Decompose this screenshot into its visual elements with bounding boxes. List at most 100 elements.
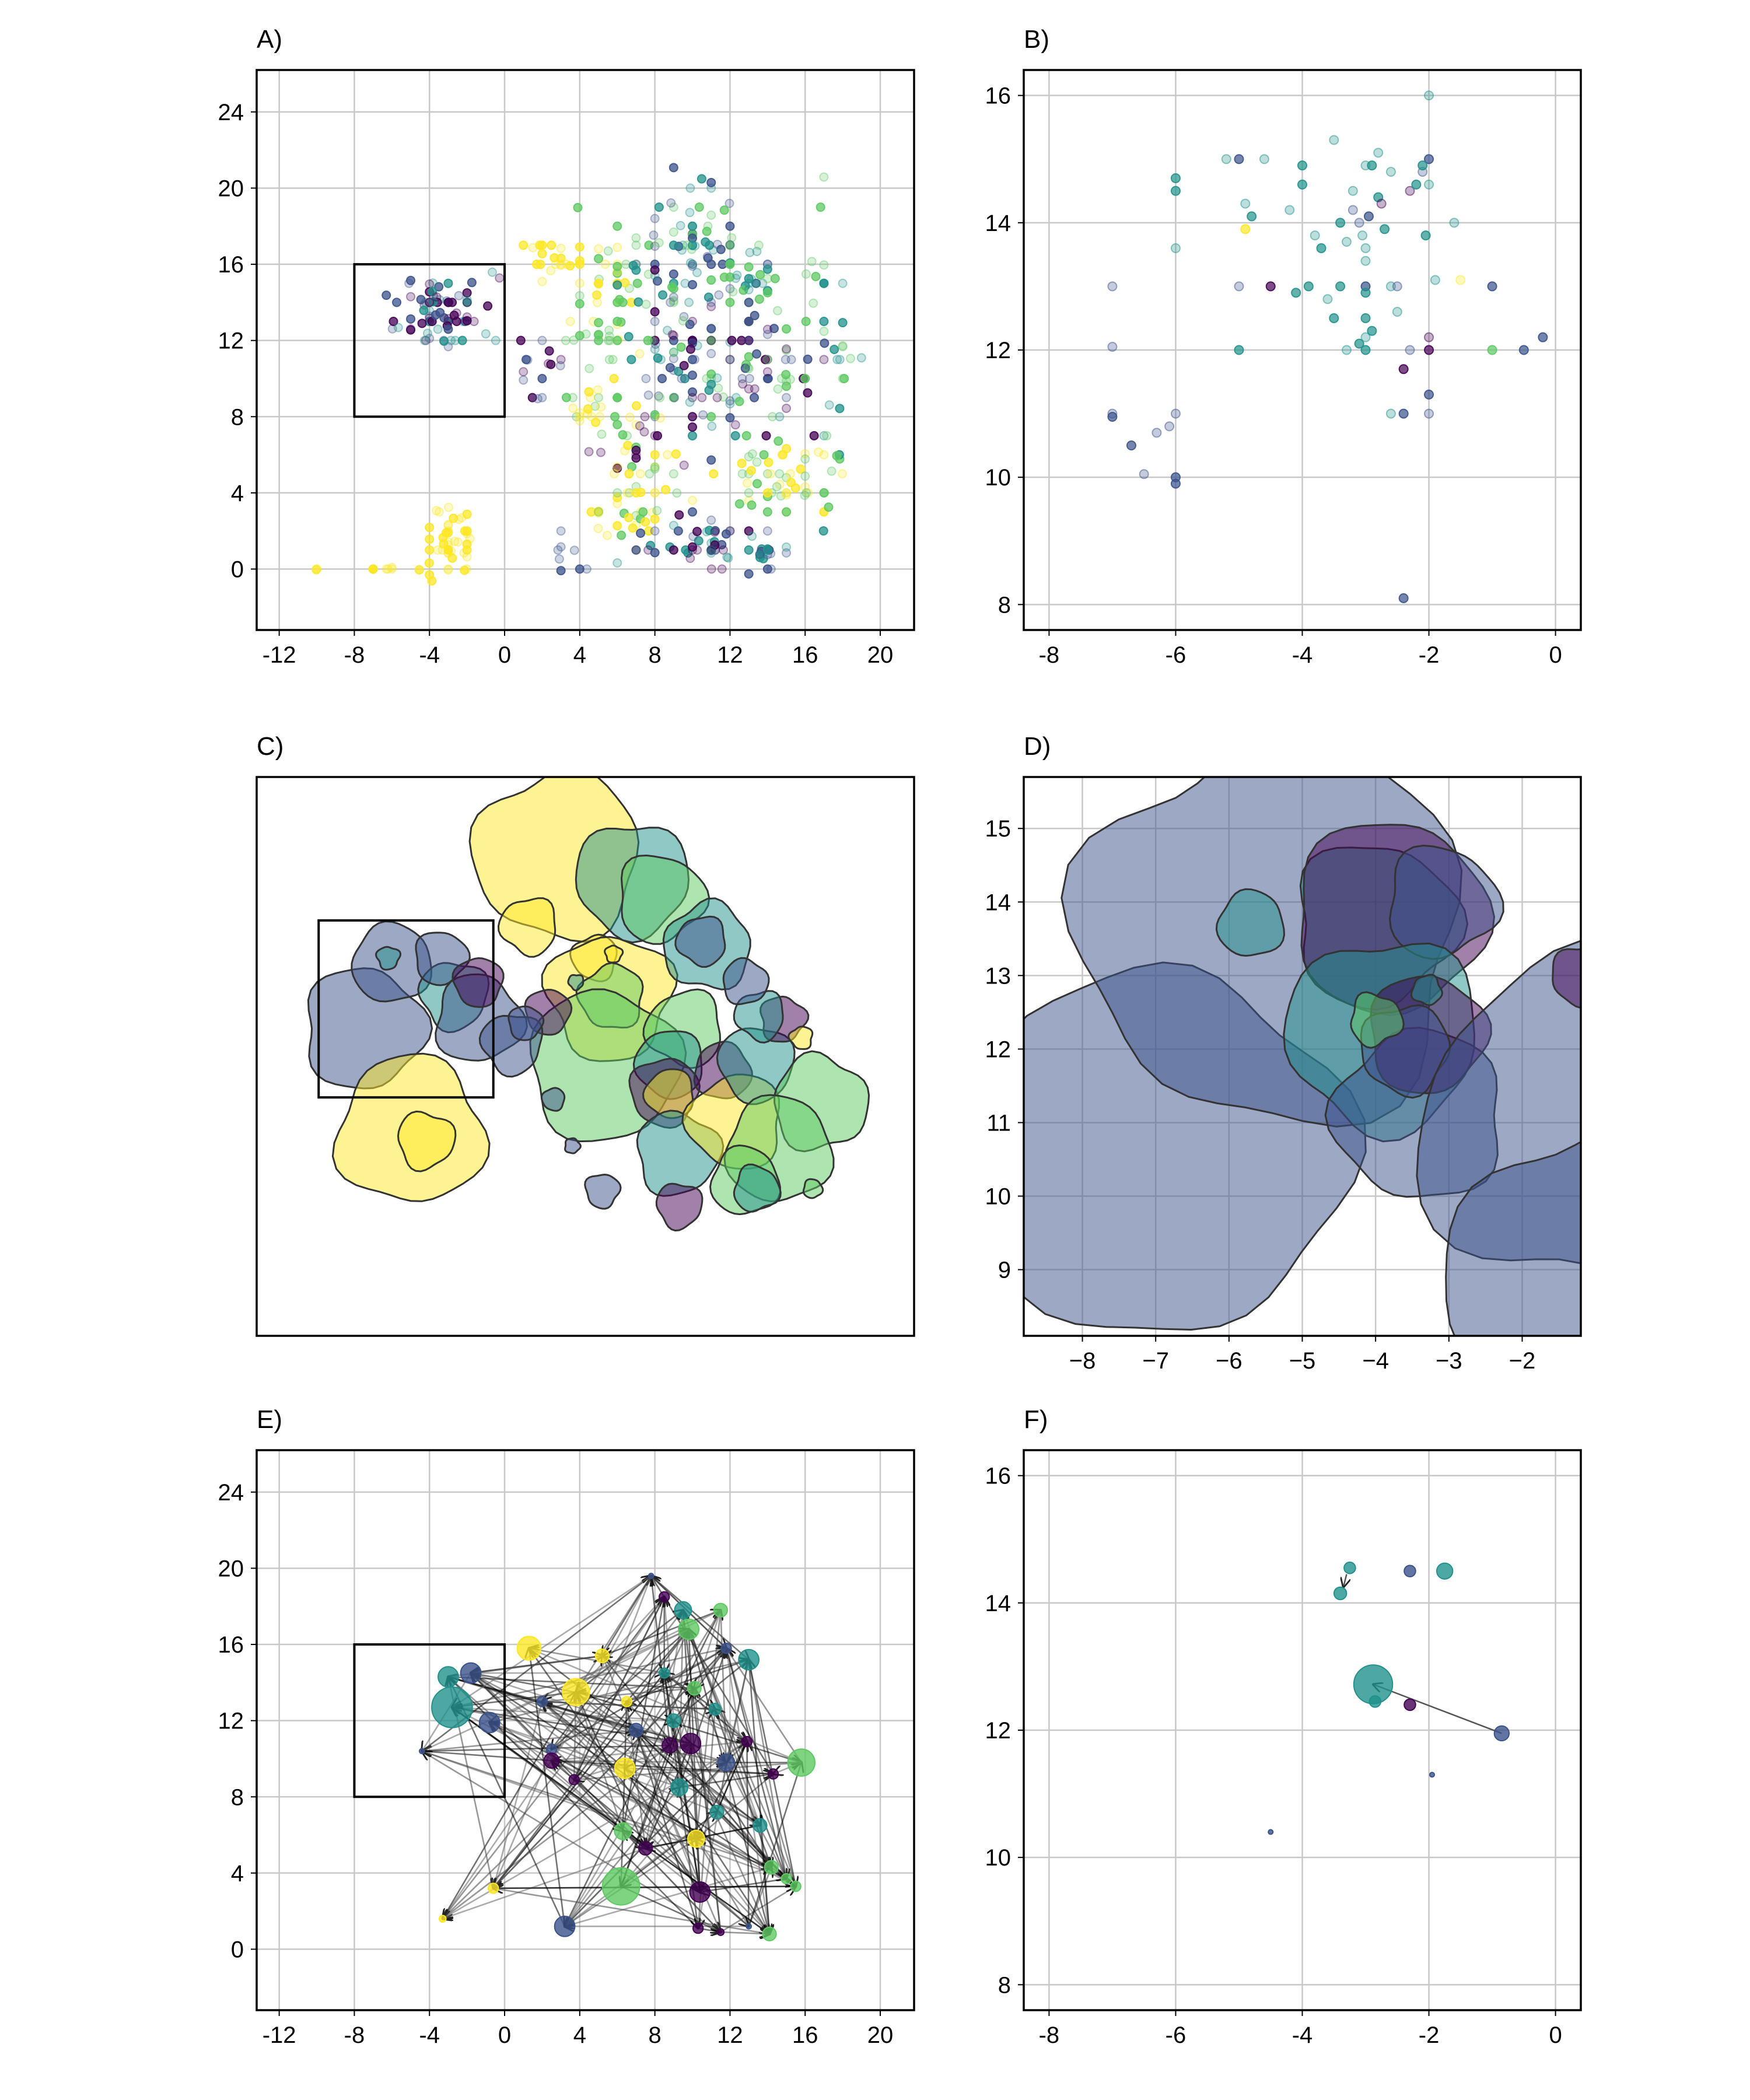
network-node bbox=[708, 1702, 722, 1716]
scatter-point bbox=[636, 488, 646, 498]
scatter-point bbox=[575, 290, 584, 300]
scatter-point bbox=[383, 564, 393, 574]
scatter-point bbox=[593, 523, 603, 533]
scatter-point bbox=[772, 306, 782, 316]
scatter-point bbox=[698, 410, 708, 420]
scatter-point bbox=[663, 326, 673, 335]
y-tick-label: 9 bbox=[998, 1258, 1011, 1283]
scatter-point bbox=[706, 369, 716, 379]
scatter-point bbox=[584, 447, 594, 457]
scatter-point bbox=[716, 244, 726, 254]
scatter-point bbox=[838, 342, 848, 352]
scatter-point bbox=[763, 373, 773, 383]
x-tick-label: −8 bbox=[1069, 1348, 1096, 1374]
scatter-point bbox=[1449, 218, 1460, 228]
scatter-point bbox=[612, 280, 622, 290]
scatter-point bbox=[670, 393, 680, 402]
scatter-point bbox=[679, 312, 689, 321]
scatter-point bbox=[646, 541, 656, 551]
scatter-point bbox=[1126, 440, 1136, 451]
scatter-point bbox=[650, 488, 660, 498]
scatter-point bbox=[462, 545, 472, 555]
scatter-point bbox=[454, 514, 464, 524]
network-edge bbox=[576, 1596, 665, 1692]
scatter-point bbox=[575, 242, 584, 252]
scatter-point bbox=[846, 354, 856, 363]
y-tick-label: 10 bbox=[985, 1184, 1012, 1210]
scatter-point bbox=[666, 198, 676, 208]
x-tick-label: -2 bbox=[1419, 2022, 1440, 2048]
scatter-point bbox=[1170, 186, 1181, 196]
scatter-point bbox=[555, 360, 565, 370]
scatter-point bbox=[809, 430, 819, 440]
density-contour bbox=[508, 1005, 545, 1041]
scatter-point bbox=[762, 288, 772, 298]
scatter-point bbox=[762, 488, 772, 498]
scatter-point bbox=[658, 290, 668, 300]
scatter-point bbox=[1360, 313, 1371, 323]
scatter-point bbox=[561, 393, 571, 402]
network-edge bbox=[694, 1688, 722, 1933]
scatter-point bbox=[537, 249, 547, 258]
scatter-point bbox=[668, 269, 678, 279]
network-edge bbox=[1373, 1684, 1502, 1734]
scatter-point bbox=[1424, 408, 1434, 419]
scatter-point bbox=[1455, 275, 1466, 285]
scatter-point bbox=[754, 240, 764, 250]
scatter-point bbox=[762, 330, 772, 340]
scatter-point bbox=[668, 292, 678, 302]
scatter-point bbox=[706, 349, 716, 359]
scatter-point bbox=[594, 254, 604, 264]
scatter-point bbox=[710, 540, 720, 550]
scatter-point bbox=[556, 542, 566, 552]
density-contour bbox=[733, 1163, 782, 1213]
scatter-point bbox=[1418, 160, 1428, 171]
scatter-point bbox=[650, 307, 660, 317]
scatter-point bbox=[519, 240, 528, 250]
scatter-point bbox=[688, 240, 698, 250]
y-tick-label: 20 bbox=[218, 176, 244, 201]
scatter-point bbox=[668, 296, 678, 306]
y-tick-label: 24 bbox=[218, 1480, 244, 1506]
scatter-point bbox=[688, 393, 698, 402]
scatter-point bbox=[744, 352, 754, 362]
scatter-point bbox=[744, 526, 754, 536]
network-edge bbox=[680, 1610, 683, 1787]
scatter-point bbox=[573, 202, 583, 212]
panel-D: D) −8 −7 −6 −5 −4 −3 −2 9 10 11 12 13 14 15 bbox=[985, 732, 1582, 1374]
scatter-point bbox=[594, 279, 604, 289]
plot-area bbox=[307, 777, 870, 1232]
scatter-point bbox=[832, 451, 842, 461]
scatter-point bbox=[610, 412, 620, 422]
x-tick-label: -8 bbox=[344, 2022, 365, 2048]
scatter-point bbox=[838, 318, 848, 328]
scatter-point bbox=[1405, 345, 1415, 355]
scatter-point bbox=[802, 488, 811, 498]
scatter-point bbox=[368, 564, 378, 574]
scatter-point bbox=[819, 278, 829, 288]
density-contour bbox=[567, 974, 584, 992]
scatter-point bbox=[656, 355, 666, 365]
density-contour bbox=[674, 915, 726, 968]
network-node bbox=[790, 1881, 802, 1892]
scatter-point bbox=[452, 308, 461, 318]
scatter-point bbox=[537, 276, 547, 286]
scatter-point bbox=[462, 298, 472, 307]
scatter-point bbox=[1363, 211, 1374, 222]
scatter-point bbox=[819, 326, 829, 336]
scatter-point bbox=[653, 353, 663, 363]
y-tick-label: 10 bbox=[985, 465, 1012, 491]
plot-area bbox=[1024, 777, 1581, 1336]
y-tick-label: 16 bbox=[985, 83, 1012, 109]
scatter-point bbox=[487, 267, 497, 277]
scatter-point bbox=[447, 553, 457, 563]
scatter-point bbox=[725, 260, 735, 270]
scatter-point bbox=[650, 214, 660, 223]
plot-area bbox=[419, 1573, 816, 1941]
scatter-point bbox=[586, 393, 596, 402]
scatter-point bbox=[612, 419, 622, 429]
scatter-point bbox=[668, 354, 678, 363]
scatter-point bbox=[481, 329, 491, 339]
scatter-point bbox=[685, 344, 695, 354]
network-node bbox=[678, 1618, 699, 1640]
